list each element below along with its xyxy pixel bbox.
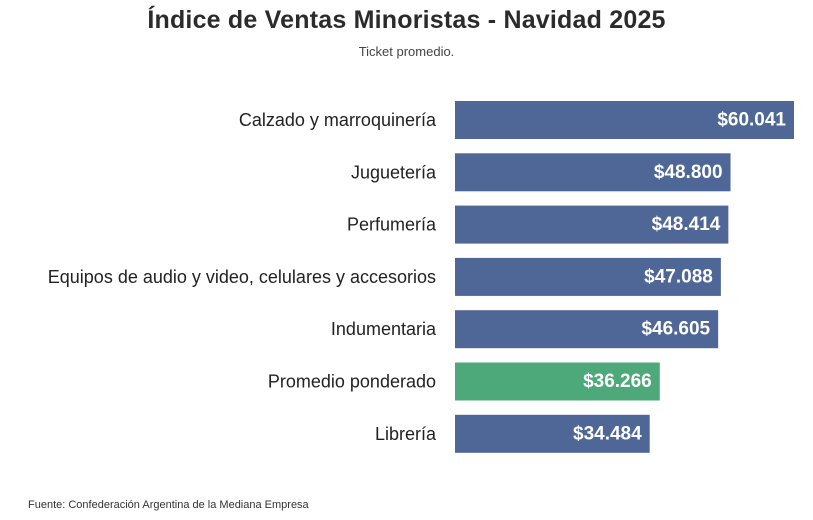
- category-label-2: Perfumería: [347, 215, 437, 235]
- bar-6: [455, 414, 650, 453]
- category-label-4: Indumentaria: [331, 319, 437, 339]
- value-label-6: $34.484: [573, 423, 642, 444]
- bar-0: [455, 101, 794, 139]
- category-label-1: Juguetería: [351, 162, 437, 182]
- bar-4: [455, 310, 719, 349]
- bar-3: [455, 257, 721, 296]
- bar-5: [455, 362, 660, 401]
- bar-chart: Calzado y marroquinería $60.041 Juguetería…: [48, 101, 794, 453]
- category-label-0: Calzado y marroquinería: [239, 110, 437, 130]
- category-label-3: Equipos de audio y video, celulares y ac…: [48, 267, 436, 287]
- value-label-1: $48.800: [654, 162, 723, 183]
- category-label-6: Librería: [375, 424, 437, 444]
- category-label-5: Promedio ponderado: [268, 372, 436, 392]
- value-label-5: $36.266: [583, 371, 652, 392]
- value-label-0: $60.041: [717, 110, 786, 131]
- chart-subtitle: Ticket promedio.: [358, 44, 455, 59]
- source-note: Fuente: Confederación Argentina de la Me…: [28, 499, 309, 511]
- value-label-3: $47.088: [644, 266, 713, 287]
- value-label-2: $48.414: [652, 214, 721, 235]
- value-label-4: $46.605: [641, 319, 710, 340]
- bar-2: [455, 205, 729, 244]
- chart-title: Índice de Ventas Minoristas - Navidad 20…: [147, 6, 666, 34]
- bar-1: [455, 153, 731, 192]
